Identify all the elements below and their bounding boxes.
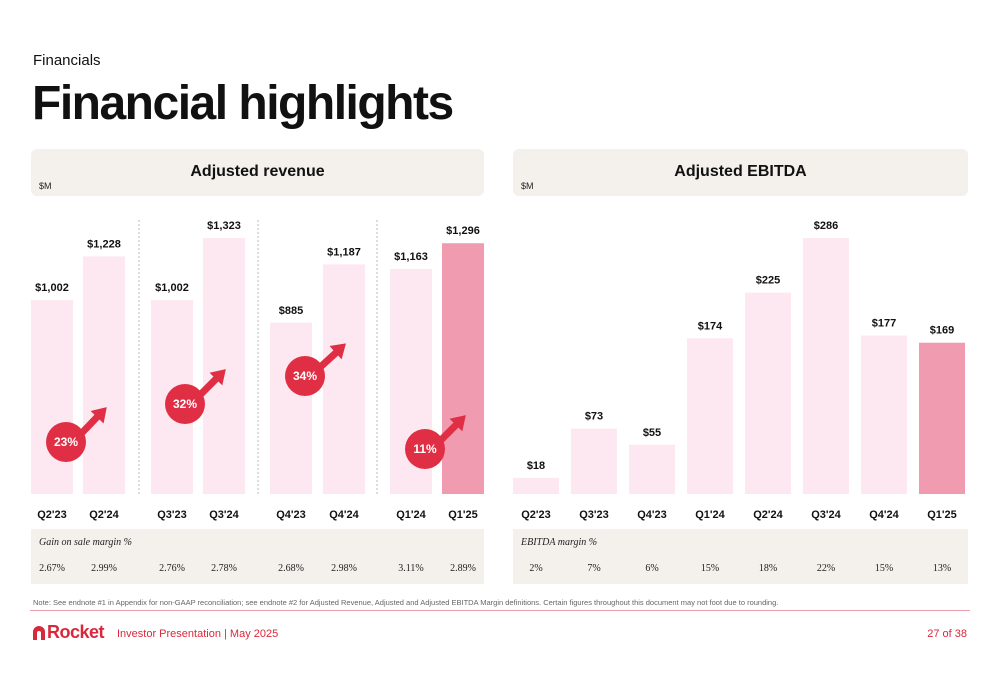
- revenue-bar: [203, 238, 245, 494]
- revenue-value-label: $885: [279, 305, 303, 317]
- growth-arrowhead-icon: [329, 343, 346, 360]
- growth-arrowhead-icon: [449, 415, 466, 432]
- growth-badge-circle: [285, 356, 325, 396]
- growth-badge-circle: [405, 429, 445, 469]
- revenue-category-label: Q3'24: [209, 509, 239, 521]
- ebitda-category-label: Q3'24: [811, 509, 841, 521]
- ebitda-margin-value: 6%: [645, 563, 659, 574]
- growth-badge: 32%: [165, 369, 226, 424]
- revenue-unit-label: $M: [39, 181, 52, 191]
- ebitda-bar: [513, 477, 559, 494]
- growth-arrowhead-icon: [90, 407, 107, 424]
- growth-percent-label: 32%: [173, 397, 197, 411]
- ebitda-value-label: $177: [872, 318, 896, 330]
- ebitda-margin-value: 15%: [874, 563, 894, 574]
- growth-badge-circle: [165, 384, 205, 424]
- revenue-bar: [83, 256, 125, 494]
- ebitda-category-label: Q2'23: [521, 509, 551, 521]
- ebitda-category-label: Q4'24: [869, 509, 899, 521]
- ebitda-margin-title: EBITDA margin %: [521, 537, 598, 548]
- revenue-bar: [31, 300, 73, 494]
- revenue-category-label: Q2'23: [37, 509, 67, 521]
- footer-divider: [30, 610, 970, 611]
- ebitda-category-label: Q2'24: [753, 509, 783, 521]
- ebitda-value-label: $286: [814, 220, 838, 232]
- gain-on-sale-margin-value: 2.89%: [450, 563, 476, 574]
- presentation-label: Investor Presentation | May 2025: [117, 628, 279, 640]
- revenue-chart-title: Adjusted revenue: [190, 163, 325, 180]
- growth-badge: 23%: [46, 407, 107, 462]
- ebitda-value-label: $18: [527, 460, 545, 472]
- revenue-value-label: $1,163: [394, 251, 428, 263]
- growth-arrowhead-icon: [209, 369, 226, 386]
- ebitda-bar: [745, 292, 791, 494]
- ebitda-bar: [629, 444, 675, 494]
- ebitda-bar: [687, 338, 733, 494]
- growth-percent-label: 34%: [293, 369, 317, 383]
- growth-percent-label: 11%: [413, 442, 437, 456]
- ebitda-bar: [803, 238, 849, 494]
- revenue-category-label: Q3'23: [157, 509, 187, 521]
- revenue-value-label: $1,296: [446, 225, 480, 237]
- ebitda-category-label: Q1'24: [695, 509, 725, 521]
- ebitda-bar-chart: $18 Q2'23 $73 Q3'23 $55 Q4'23 $174 Q1'24 $225 Q2'…: [513, 220, 965, 521]
- ebitda-margin-table: EBITDA margin % 2% 7% 6% 15% 18% 22% 15% 13%: [513, 529, 968, 584]
- ebitda-margin-value: 2%: [529, 563, 543, 574]
- revenue-bar: [270, 322, 312, 494]
- gain-on-sale-margin-title: Gain on sale margin %: [39, 537, 132, 548]
- growth-percent-label: 23%: [54, 435, 78, 449]
- ebitda-value-label: $73: [585, 411, 603, 423]
- growth-badge: 34%: [285, 343, 346, 396]
- revenue-bar: [442, 243, 484, 494]
- revenue-value-label: $1,002: [35, 282, 69, 294]
- revenue-category-label: Q4'23: [276, 509, 306, 521]
- revenue-category-label: Q4'24: [329, 509, 359, 521]
- gain-on-sale-margin-value: 2.76%: [159, 563, 185, 574]
- ebitda-margin-value: 22%: [816, 563, 836, 574]
- gain-on-sale-margin-table: Gain on sale margin % 2.67% 2.99% 2.76% 2.7…: [31, 529, 484, 584]
- revenue-value-label: $1,323: [207, 220, 241, 232]
- ebitda-value-label: $55: [643, 427, 661, 439]
- revenue-value-label: $1,187: [327, 246, 361, 258]
- ebitda-chart-title: Adjusted EBITDA: [674, 163, 807, 180]
- ebitda-panel-header: Adjusted EBITDA $M: [513, 149, 968, 196]
- rocket-logo: Rocket: [32, 622, 105, 643]
- ebitda-bar: [919, 342, 965, 494]
- ebitda-bar: [571, 428, 617, 494]
- rocket-logo-icon: [33, 625, 45, 640]
- gain-on-sale-margin-value: 2.68%: [278, 563, 304, 574]
- ebitda-value-label: $174: [698, 320, 723, 332]
- revenue-panel-header: Adjusted revenue $M: [31, 149, 484, 196]
- revenue-bar: [323, 264, 365, 494]
- revenue-category-label: Q2'24: [89, 509, 119, 521]
- ebitda-margin-value: 7%: [587, 563, 601, 574]
- gain-on-sale-margin-value: 2.98%: [331, 563, 357, 574]
- revenue-value-label: $1,002: [155, 282, 189, 294]
- ebitda-category-label: Q4'23: [637, 509, 667, 521]
- ebitda-value-label: $169: [930, 325, 954, 337]
- ebitda-unit-label: $M: [521, 181, 534, 191]
- gain-on-sale-margin-value: 3.11%: [398, 563, 424, 574]
- gain-on-sale-margin-value: 2.78%: [211, 563, 237, 574]
- ebitda-value-label: $225: [756, 275, 780, 287]
- ebitda-category-label: Q3'23: [579, 509, 609, 521]
- revenue-category-label: Q1'24: [396, 509, 426, 521]
- revenue-value-label: $1,228: [87, 238, 121, 250]
- growth-badge-circle: [46, 422, 86, 462]
- ebitda-bar: [861, 335, 907, 494]
- ebitda-category-label: Q1'25: [927, 509, 957, 521]
- ebitda-margin-value: 15%: [700, 563, 720, 574]
- gain-on-sale-margin-value: 2.67%: [39, 563, 65, 574]
- revenue-bar-chart: $1,002 Q2'23 $1,228 Q2'24 $1,002 Q3'23 $1,323 Q…: [31, 220, 484, 521]
- ebitda-margin-value: 13%: [932, 563, 952, 574]
- ebitda-margin-value: 18%: [758, 563, 778, 574]
- page-number: 27 of 38: [927, 628, 967, 640]
- page-title: Financial highlights: [32, 77, 454, 130]
- revenue-category-label: Q1'25: [448, 509, 478, 521]
- gain-on-sale-margin-value: 2.99%: [91, 563, 117, 574]
- growth-badge: 11%: [405, 415, 466, 469]
- brand-name: Rocket: [47, 622, 105, 642]
- section-label: Financials: [33, 52, 101, 69]
- footnote: Note: See endnote #1 in Appendix for non…: [33, 598, 779, 607]
